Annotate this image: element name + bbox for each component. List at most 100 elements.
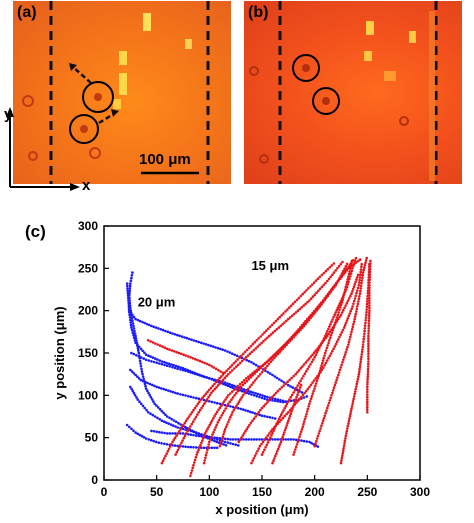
blue-data-point [145,408,148,412]
blue-data-point [149,438,153,442]
blue-data-point [239,407,243,411]
blue-data-point [127,306,131,309]
red-data-point [212,430,215,434]
blue-data-point [263,414,266,418]
red-trajectory [146,339,225,375]
red-data-point [195,453,198,456]
red-data-point [306,367,309,371]
red-data-point [248,423,251,427]
blue-data-point [205,435,208,439]
red-data-point [267,362,271,366]
blue-data-point [255,394,258,398]
red-data-point [204,400,208,403]
red-data-point [253,370,256,373]
blue-data-point [211,345,215,348]
arrowhead [111,109,119,117]
red-data-point [333,323,336,327]
red-data-point [252,417,256,420]
red-data-point [368,306,371,310]
red-data-point [284,426,288,430]
blue-data-point [181,366,185,370]
red-data-point [314,377,318,380]
feature-stripe [429,11,435,181]
blue-data-point [155,430,158,434]
red-data-point [288,339,292,343]
blue-data-point [149,396,153,399]
red-data-point [360,353,364,356]
blue-data-point [130,351,133,355]
blue-data-point [192,446,195,449]
red-data-point [297,369,301,372]
blue-data-point [194,434,198,437]
red-data-point [307,365,311,368]
red-data-point [342,295,345,299]
red-data-point [323,354,326,357]
red-data-point [366,297,369,301]
red-data-point [222,432,225,436]
red-data-point [360,279,364,282]
red-data-point [236,389,240,393]
red-data-point [216,378,220,382]
red-data-point [363,264,367,267]
blue-data-point [189,433,193,437]
red-data-point [261,364,265,368]
blue-data-point [189,371,192,374]
red-data-point [353,315,357,318]
red-data-point [368,270,372,274]
red-data-point [170,443,173,446]
red-data-point [308,400,312,403]
red-data-point [254,415,257,418]
red-data-point [367,319,371,323]
red-data-point [251,374,255,377]
red-data-point [178,430,181,433]
red-data-point [191,357,195,360]
red-data-point [352,299,356,303]
red-data-point [337,338,340,341]
red-data-point [281,416,285,420]
red-data-point [288,306,291,309]
red-data-point [302,374,305,378]
red-data-point [312,379,316,382]
red-data-point [353,283,357,286]
red-data-point [342,293,346,296]
blue-data-point [219,347,222,351]
blue-data-point [142,357,145,360]
blue-data-point [213,439,216,443]
blue-data-point [189,429,193,433]
blue-data-point [134,317,137,321]
red-data-point [251,372,254,375]
red-data-point [182,436,186,440]
red-data-point [352,397,355,401]
y-tick-label: 300 [78,219,98,233]
red-data-point [211,433,214,436]
blue-data-point [226,384,230,388]
red-data-point [302,324,306,328]
blue-data-point [155,361,158,365]
red-data-point [362,335,366,338]
red-data-point [364,316,368,319]
red-data-point [325,359,329,362]
blue-data-point [229,438,232,441]
red-data-point [350,262,353,265]
red-data-point [271,358,274,362]
red-data-point [234,360,237,363]
red-data-point [151,341,155,344]
blue-data-point [263,395,267,398]
blue-data-point [167,389,170,392]
red-data-point [271,395,274,399]
red-data-point [182,353,185,357]
blue-data-point [165,415,169,418]
red-data-point [233,406,237,410]
blue-data-point [147,391,150,395]
blue-data-point [132,336,136,340]
red-data-point [240,380,244,384]
red-data-point [340,300,344,304]
red-data-point [235,386,238,390]
blue-data-point [129,323,133,327]
red-data-point [368,294,371,297]
red-data-point [208,440,211,444]
feature-spot [143,13,151,31]
red-data-point [213,382,216,386]
series-label-15um: 15 μm [251,258,289,273]
red-data-point [311,392,315,395]
